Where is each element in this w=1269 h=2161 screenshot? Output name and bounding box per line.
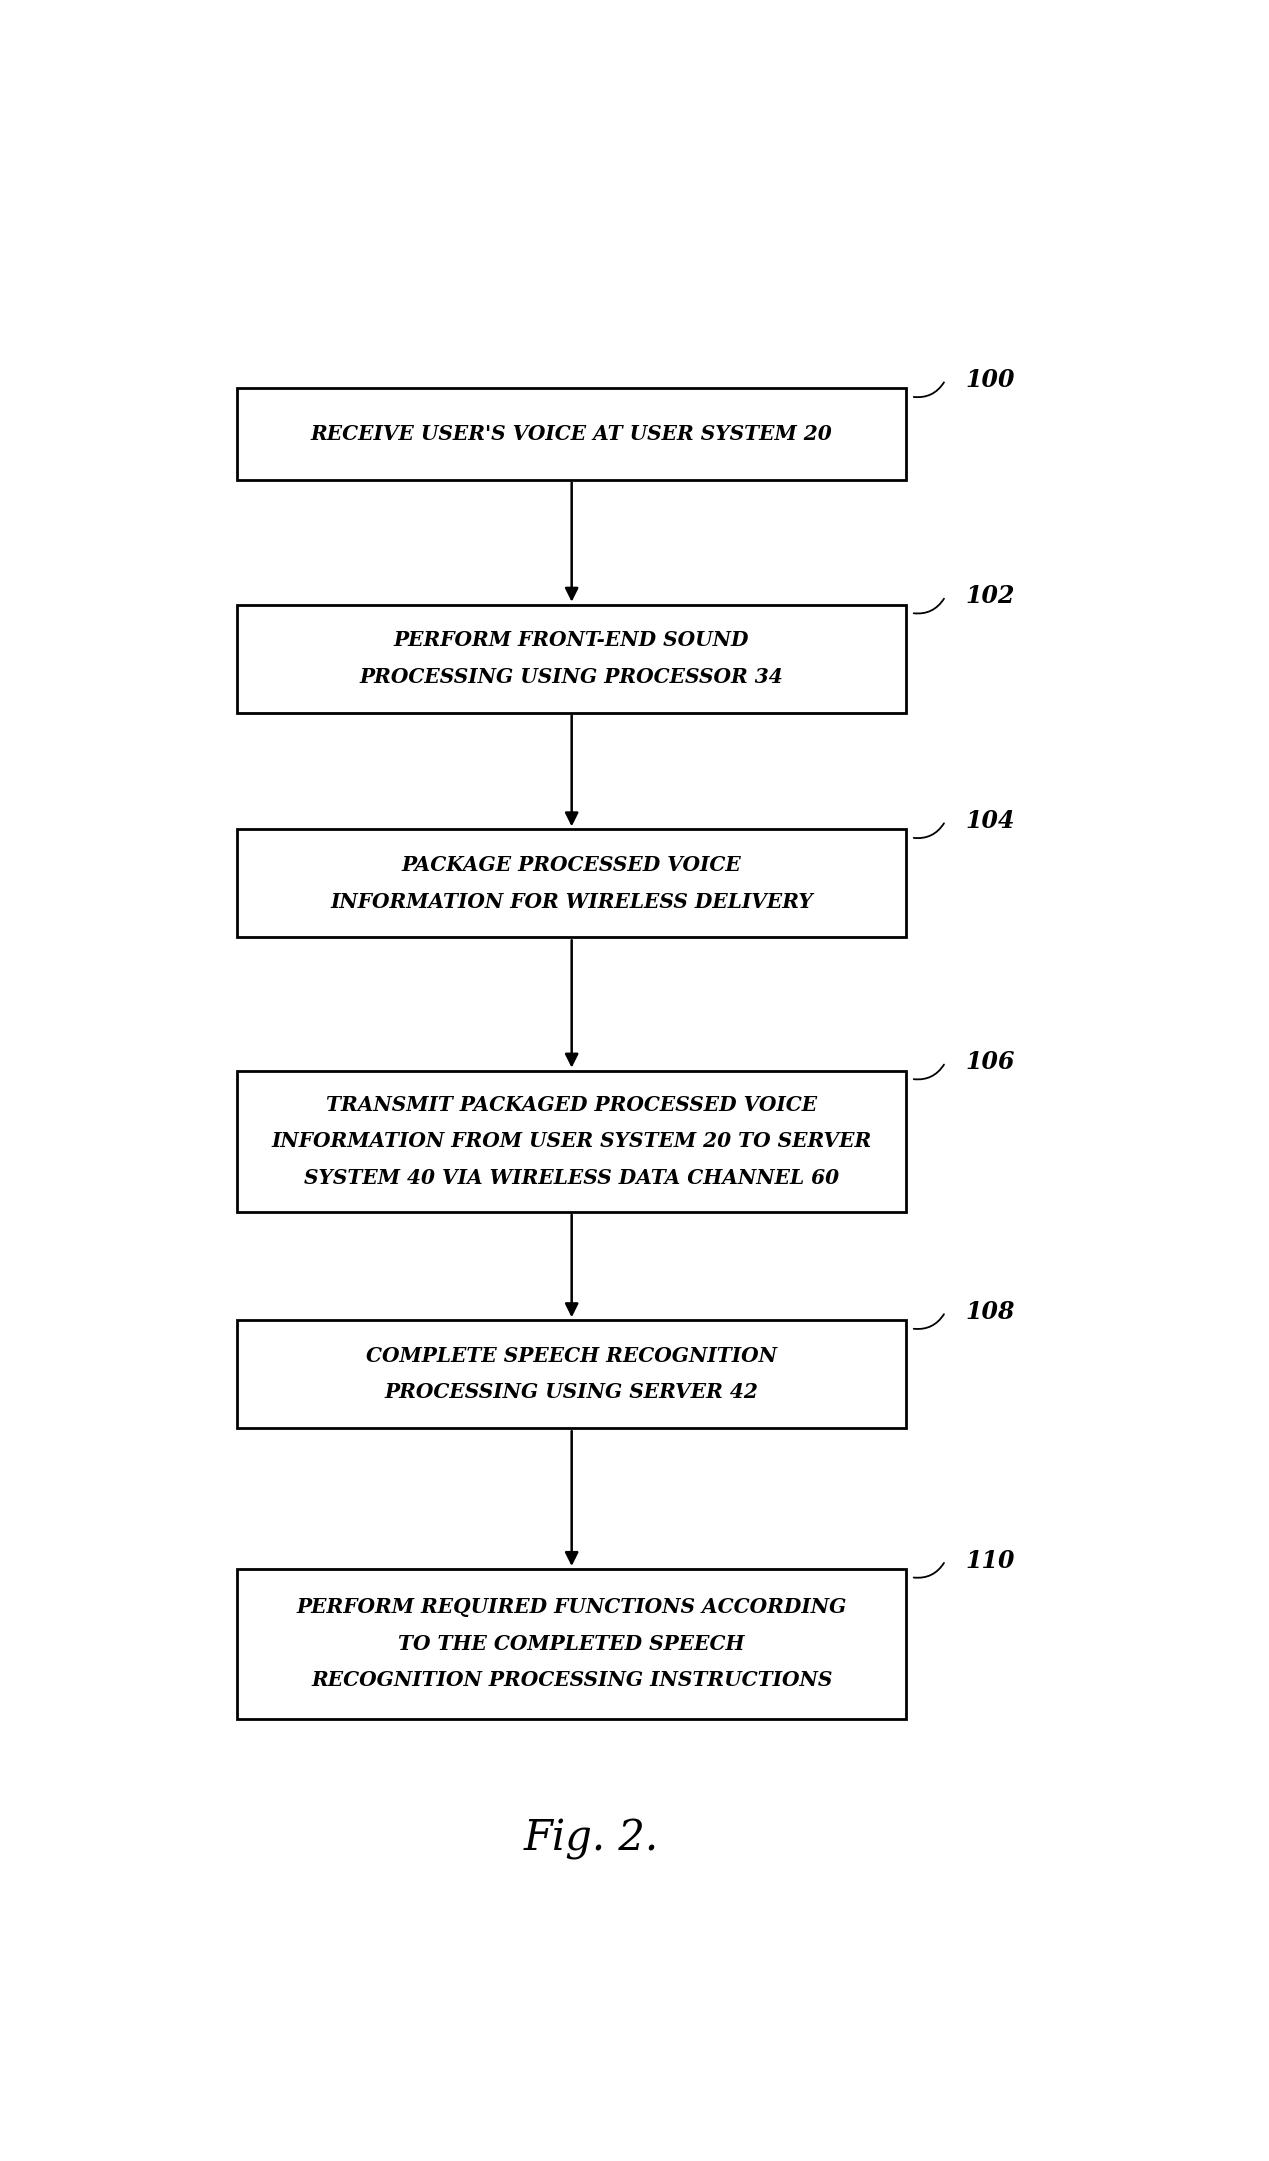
Text: Fig. 2.: Fig. 2. bbox=[524, 1817, 659, 1861]
Text: 100: 100 bbox=[966, 367, 1015, 391]
Text: RECEIVE USER'S VOICE AT USER SYSTEM 20: RECEIVE USER'S VOICE AT USER SYSTEM 20 bbox=[311, 424, 832, 443]
Text: RECOGNITION PROCESSING INSTRUCTIONS: RECOGNITION PROCESSING INSTRUCTIONS bbox=[311, 1670, 832, 1690]
Text: PROCESSING USING PROCESSOR 34: PROCESSING USING PROCESSOR 34 bbox=[360, 668, 783, 687]
Text: TRANSMIT PACKAGED PROCESSED VOICE: TRANSMIT PACKAGED PROCESSED VOICE bbox=[326, 1096, 817, 1115]
Bar bbox=[237, 605, 906, 713]
Bar bbox=[237, 1070, 906, 1212]
Text: 106: 106 bbox=[966, 1050, 1015, 1074]
Bar bbox=[237, 1569, 906, 1718]
Text: PERFORM FRONT-END SOUND: PERFORM FRONT-END SOUND bbox=[393, 631, 750, 650]
Text: 104: 104 bbox=[966, 808, 1015, 832]
Text: 102: 102 bbox=[966, 583, 1015, 607]
Text: COMPLETE SPEECH RECOGNITION: COMPLETE SPEECH RECOGNITION bbox=[367, 1346, 777, 1366]
Text: INFORMATION FOR WIRELESS DELIVERY: INFORMATION FOR WIRELESS DELIVERY bbox=[330, 892, 813, 912]
Text: PROCESSING USING SERVER 42: PROCESSING USING SERVER 42 bbox=[385, 1383, 759, 1402]
Bar bbox=[237, 830, 906, 938]
Text: SYSTEM 40 VIA WIRELESS DATA CHANNEL 60: SYSTEM 40 VIA WIRELESS DATA CHANNEL 60 bbox=[305, 1167, 839, 1189]
Text: TO THE COMPLETED SPEECH: TO THE COMPLETED SPEECH bbox=[398, 1634, 745, 1653]
Text: 108: 108 bbox=[966, 1299, 1015, 1325]
Text: INFORMATION FROM USER SYSTEM 20 TO SERVER: INFORMATION FROM USER SYSTEM 20 TO SERVE… bbox=[272, 1130, 872, 1152]
Text: 110: 110 bbox=[966, 1549, 1015, 1573]
Text: PERFORM REQUIRED FUNCTIONS ACCORDING: PERFORM REQUIRED FUNCTIONS ACCORDING bbox=[297, 1597, 846, 1616]
Text: PACKAGE PROCESSED VOICE: PACKAGE PROCESSED VOICE bbox=[402, 856, 741, 875]
Bar bbox=[237, 389, 906, 480]
Bar bbox=[237, 1320, 906, 1428]
